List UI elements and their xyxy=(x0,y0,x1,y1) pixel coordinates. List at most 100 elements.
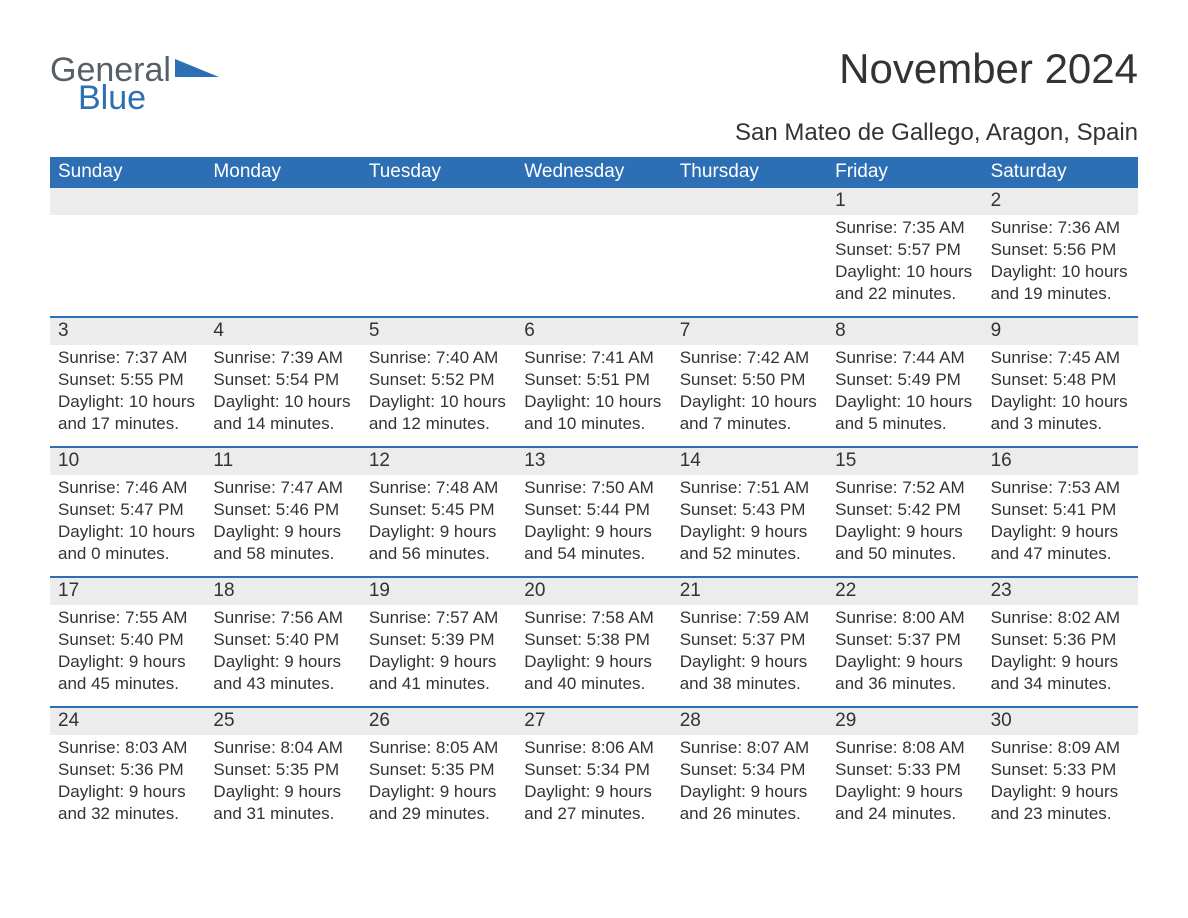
daylight-line: Daylight: 9 hours and 41 minutes. xyxy=(369,651,508,695)
sunrise-line: Sunrise: 7:45 AM xyxy=(991,347,1130,369)
day-number: 26 xyxy=(361,708,516,735)
sunrise-line: Sunrise: 8:00 AM xyxy=(835,607,974,629)
day-cell: 2Sunrise: 7:36 AMSunset: 5:56 PMDaylight… xyxy=(983,188,1138,316)
day-body: Sunrise: 7:37 AMSunset: 5:55 PMDaylight:… xyxy=(50,345,205,440)
sunrise-line: Sunrise: 8:06 AM xyxy=(524,737,663,759)
day-body xyxy=(516,215,671,223)
sunset-line: Sunset: 5:37 PM xyxy=(835,629,974,651)
daylight-line: Daylight: 9 hours and 50 minutes. xyxy=(835,521,974,565)
sunrise-line: Sunrise: 8:05 AM xyxy=(369,737,508,759)
sunset-line: Sunset: 5:48 PM xyxy=(991,369,1130,391)
daylight-line: Daylight: 10 hours and 7 minutes. xyxy=(680,391,819,435)
empty-day-cell xyxy=(361,188,516,316)
logo: General Blue xyxy=(50,45,219,115)
day-body xyxy=(672,215,827,223)
daylight-line: Daylight: 10 hours and 3 minutes. xyxy=(991,391,1130,435)
day-body: Sunrise: 7:56 AMSunset: 5:40 PMDaylight:… xyxy=(205,605,360,700)
week-row: 17Sunrise: 7:55 AMSunset: 5:40 PMDayligh… xyxy=(50,576,1138,706)
day-number: 3 xyxy=(50,318,205,345)
daylight-line: Daylight: 9 hours and 52 minutes. xyxy=(680,521,819,565)
sunset-line: Sunset: 5:36 PM xyxy=(991,629,1130,651)
weekday-header-row: SundayMondayTuesdayWednesdayThursdayFrid… xyxy=(50,157,1138,188)
day-cell: 8Sunrise: 7:44 AMSunset: 5:49 PMDaylight… xyxy=(827,318,982,446)
sunrise-line: Sunrise: 7:44 AM xyxy=(835,347,974,369)
day-number: 28 xyxy=(672,708,827,735)
weekday-header-cell: Wednesday xyxy=(516,157,671,188)
day-body: Sunrise: 7:53 AMSunset: 5:41 PMDaylight:… xyxy=(983,475,1138,570)
day-cell: 3Sunrise: 7:37 AMSunset: 5:55 PMDaylight… xyxy=(50,318,205,446)
day-number: 19 xyxy=(361,578,516,605)
weekday-header-cell: Saturday xyxy=(983,157,1138,188)
weekday-header-cell: Thursday xyxy=(672,157,827,188)
page-title: November 2024 xyxy=(839,45,1138,93)
day-cell: 20Sunrise: 7:58 AMSunset: 5:38 PMDayligh… xyxy=(516,578,671,706)
sunset-line: Sunset: 5:55 PM xyxy=(58,369,197,391)
sunset-line: Sunset: 5:49 PM xyxy=(835,369,974,391)
daylight-line: Daylight: 9 hours and 58 minutes. xyxy=(213,521,352,565)
day-number: 2 xyxy=(983,188,1138,215)
daylight-line: Daylight: 9 hours and 43 minutes. xyxy=(213,651,352,695)
daylight-line: Daylight: 10 hours and 0 minutes. xyxy=(58,521,197,565)
day-cell: 22Sunrise: 8:00 AMSunset: 5:37 PMDayligh… xyxy=(827,578,982,706)
sunrise-line: Sunrise: 8:02 AM xyxy=(991,607,1130,629)
day-body: Sunrise: 7:39 AMSunset: 5:54 PMDaylight:… xyxy=(205,345,360,440)
day-body: Sunrise: 7:46 AMSunset: 5:47 PMDaylight:… xyxy=(50,475,205,570)
daylight-line: Daylight: 9 hours and 34 minutes. xyxy=(991,651,1130,695)
day-cell: 5Sunrise: 7:40 AMSunset: 5:52 PMDaylight… xyxy=(361,318,516,446)
logo-triangle-icon xyxy=(171,53,219,87)
sunrise-line: Sunrise: 7:39 AM xyxy=(213,347,352,369)
weekday-header-cell: Friday xyxy=(827,157,982,188)
day-cell: 7Sunrise: 7:42 AMSunset: 5:50 PMDaylight… xyxy=(672,318,827,446)
day-number: 25 xyxy=(205,708,360,735)
empty-day-cell xyxy=(672,188,827,316)
sunrise-line: Sunrise: 7:59 AM xyxy=(680,607,819,629)
sunrise-line: Sunrise: 7:42 AM xyxy=(680,347,819,369)
day-number: 18 xyxy=(205,578,360,605)
day-number xyxy=(672,188,827,215)
daylight-line: Daylight: 9 hours and 54 minutes. xyxy=(524,521,663,565)
day-cell: 1Sunrise: 7:35 AMSunset: 5:57 PMDaylight… xyxy=(827,188,982,316)
sunset-line: Sunset: 5:50 PM xyxy=(680,369,819,391)
empty-day-cell xyxy=(516,188,671,316)
sunset-line: Sunset: 5:34 PM xyxy=(680,759,819,781)
sunrise-line: Sunrise: 7:52 AM xyxy=(835,477,974,499)
daylight-line: Daylight: 10 hours and 17 minutes. xyxy=(58,391,197,435)
day-body: Sunrise: 7:52 AMSunset: 5:42 PMDaylight:… xyxy=(827,475,982,570)
day-number: 14 xyxy=(672,448,827,475)
day-number: 13 xyxy=(516,448,671,475)
empty-day-cell xyxy=(205,188,360,316)
daylight-line: Daylight: 10 hours and 5 minutes. xyxy=(835,391,974,435)
day-body: Sunrise: 8:04 AMSunset: 5:35 PMDaylight:… xyxy=(205,735,360,830)
day-number: 9 xyxy=(983,318,1138,345)
day-cell: 19Sunrise: 7:57 AMSunset: 5:39 PMDayligh… xyxy=(361,578,516,706)
daylight-line: Daylight: 9 hours and 29 minutes. xyxy=(369,781,508,825)
day-cell: 24Sunrise: 8:03 AMSunset: 5:36 PMDayligh… xyxy=(50,708,205,836)
header: General Blue November 2024 xyxy=(50,45,1138,115)
day-cell: 12Sunrise: 7:48 AMSunset: 5:45 PMDayligh… xyxy=(361,448,516,576)
week-row: 3Sunrise: 7:37 AMSunset: 5:55 PMDaylight… xyxy=(50,316,1138,446)
day-body: Sunrise: 7:36 AMSunset: 5:56 PMDaylight:… xyxy=(983,215,1138,310)
day-number: 12 xyxy=(361,448,516,475)
daylight-line: Daylight: 10 hours and 19 minutes. xyxy=(991,261,1130,305)
day-body: Sunrise: 8:07 AMSunset: 5:34 PMDaylight:… xyxy=(672,735,827,830)
day-number: 23 xyxy=(983,578,1138,605)
day-body: Sunrise: 8:08 AMSunset: 5:33 PMDaylight:… xyxy=(827,735,982,830)
day-cell: 4Sunrise: 7:39 AMSunset: 5:54 PMDaylight… xyxy=(205,318,360,446)
sunrise-line: Sunrise: 7:36 AM xyxy=(991,217,1130,239)
day-body: Sunrise: 7:58 AMSunset: 5:38 PMDaylight:… xyxy=(516,605,671,700)
daylight-line: Daylight: 9 hours and 27 minutes. xyxy=(524,781,663,825)
day-body: Sunrise: 8:00 AMSunset: 5:37 PMDaylight:… xyxy=(827,605,982,700)
sunrise-line: Sunrise: 8:07 AM xyxy=(680,737,819,759)
daylight-line: Daylight: 9 hours and 24 minutes. xyxy=(835,781,974,825)
day-body: Sunrise: 7:51 AMSunset: 5:43 PMDaylight:… xyxy=(672,475,827,570)
day-cell: 30Sunrise: 8:09 AMSunset: 5:33 PMDayligh… xyxy=(983,708,1138,836)
calendar: SundayMondayTuesdayWednesdayThursdayFrid… xyxy=(50,157,1138,836)
sunset-line: Sunset: 5:35 PM xyxy=(213,759,352,781)
location-subtitle: San Mateo de Gallego, Aragon, Spain xyxy=(50,119,1138,147)
sunrise-line: Sunrise: 7:56 AM xyxy=(213,607,352,629)
day-cell: 17Sunrise: 7:55 AMSunset: 5:40 PMDayligh… xyxy=(50,578,205,706)
daylight-line: Daylight: 9 hours and 47 minutes. xyxy=(991,521,1130,565)
day-number xyxy=(516,188,671,215)
sunset-line: Sunset: 5:57 PM xyxy=(835,239,974,261)
weekday-header-cell: Tuesday xyxy=(361,157,516,188)
